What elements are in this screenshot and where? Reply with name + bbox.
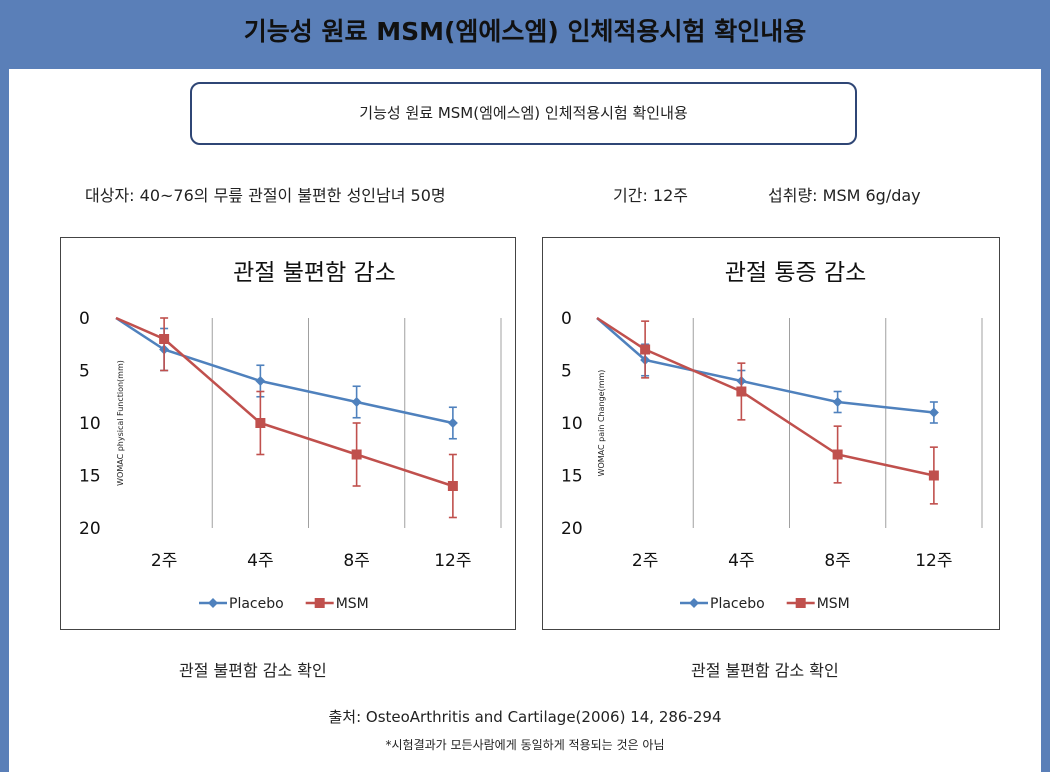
legend-label-msm: MSM — [817, 596, 850, 612]
y-tick-label: 20 — [561, 519, 583, 539]
content-panel: 기능성 원료 MSM(엠에스엠) 인체적용시험 확인내용 대상자: 40~76의… — [9, 69, 1041, 772]
chart-svg-physical-function: 관절 불편함 감소 0 5 10 15 20 WOMAC physical Function… — [79, 260, 502, 612]
info-intake: 섭취량: MSM 6g/day — [768, 186, 921, 205]
chart-physical-function: 관절 불편함 감소 0 5 10 15 20 WOMAC physical Function… — [60, 237, 516, 630]
data-point-msm — [255, 418, 266, 428]
legend-marker-msm — [314, 598, 325, 608]
y-tick-label: 10 — [561, 414, 583, 434]
x-tick-label: 2주 — [632, 551, 658, 571]
y-tick-label: 15 — [79, 467, 101, 487]
y-axis-label: WOMAC physical Function(mm) — [116, 360, 125, 486]
y-axis-label: WOMAC pain Change(mm) — [597, 370, 606, 477]
y-tick-label: 5 — [79, 362, 90, 382]
chart-svg-pain: 관절 통증 감소 0 5 10 15 20 WOMAC pain Change(mm) 2주 4… — [561, 260, 983, 612]
data-point-msm — [351, 449, 362, 460]
x-tick-label: 4주 — [728, 551, 754, 571]
y-tick-label: 0 — [561, 309, 572, 329]
info-duration: 기간: 12주 — [613, 186, 688, 205]
chart-title: 관절 통증 감소 — [725, 260, 867, 286]
data-point-msm — [159, 334, 170, 344]
series-line-msm — [596, 316, 935, 477]
y-tick-label: 5 — [561, 362, 572, 382]
y-tick-label: 10 — [79, 414, 101, 434]
source-citation: 출처: OsteoArthritis and Cartilage(2006) 1… — [328, 708, 722, 726]
data-point-placebo — [255, 376, 266, 386]
data-point-msm — [832, 449, 843, 460]
disclaimer-note: *시험결과가 모든사람에게 동일하게 적용되는 것은 아님 — [385, 738, 665, 752]
data-point-msm — [928, 470, 939, 481]
data-point-placebo — [832, 397, 843, 407]
data-point-msm — [447, 481, 458, 491]
x-tick-label: 8주 — [343, 551, 369, 571]
legend-marker-placebo — [689, 598, 699, 608]
x-tick-label: 12주 — [915, 551, 952, 571]
x-tick-label: 12주 — [434, 551, 471, 571]
y-tick-label: 0 — [79, 309, 90, 329]
legend-label-msm: MSM — [336, 596, 369, 612]
legend-marker-msm — [795, 598, 806, 608]
series-line-placebo — [596, 317, 935, 414]
x-tick-label: 8주 — [824, 551, 850, 571]
x-tick-label: 4주 — [247, 551, 273, 571]
y-tick-label: 20 — [79, 519, 101, 539]
y-tick-label: 15 — [561, 467, 583, 487]
legend-marker-placebo — [208, 598, 218, 608]
chart-pain: 관절 통증 감소 0 5 10 15 20 WOMAC pain Change(mm) 2주 4… — [542, 237, 1000, 630]
data-point-placebo — [928, 407, 939, 418]
subtitle-box: 기능성 원료 MSM(엠에스엠) 인체적용시험 확인내용 — [190, 82, 857, 145]
info-subjects: 대상자: 40~76의 무릎 관절이 불편한 성인남녀 50명 — [85, 186, 446, 205]
data-point-msm — [736, 386, 747, 397]
data-point-placebo — [351, 397, 362, 407]
x-tick-label: 2주 — [151, 551, 177, 571]
chart-caption-2: 관절 불편함 감소 확인 — [691, 661, 839, 680]
data-point-placebo — [447, 418, 458, 428]
data-point-msm — [640, 344, 651, 355]
legend-label-placebo: Placebo — [710, 596, 765, 612]
chart-caption-1: 관절 불편함 감소 확인 — [179, 661, 327, 680]
legend-label-placebo: Placebo — [229, 596, 284, 612]
header-title: 기능성 원료 MSM(엠에스엠) 인체적용시험 확인내용 — [243, 17, 807, 46]
chart-title: 관절 불편함 감소 — [233, 260, 396, 286]
